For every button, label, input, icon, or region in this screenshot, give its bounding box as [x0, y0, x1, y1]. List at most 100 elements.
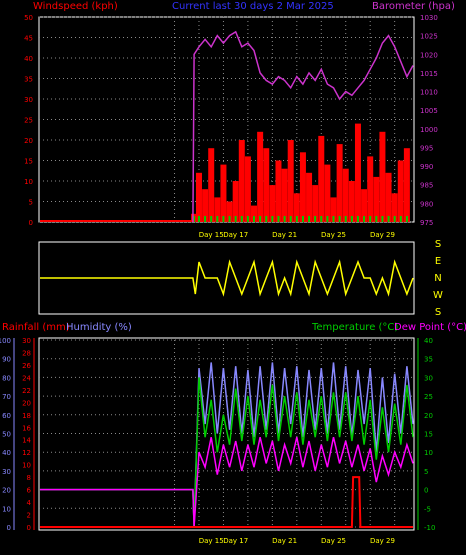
windspeed-avg-bar — [197, 216, 200, 222]
direction-label: E — [435, 256, 441, 267]
windspeed-bar — [287, 140, 294, 222]
rainfall-tick-label: 8 — [27, 474, 31, 482]
windspeed-bar — [354, 123, 361, 222]
windspeed-bar — [361, 189, 368, 222]
windspeed-tick-label: 10 — [24, 178, 33, 186]
temperature-tick-labels: -10 -5 0 5 10 15 20 25 30 35 40 — [424, 337, 435, 532]
rainfall-tick-label: 28 — [22, 349, 31, 357]
windspeed-avg-bar — [259, 216, 262, 222]
direction-series — [40, 259, 414, 297]
day-label: Day 25 — [321, 537, 346, 545]
windspeed-avg-bar — [405, 216, 408, 222]
barometer-tick-label: 995 — [420, 144, 433, 152]
windspeed-bar — [391, 193, 398, 222]
windspeed-bar — [232, 181, 239, 222]
temperature-tick-label: 35 — [424, 356, 433, 364]
windspeed-avg-bar — [344, 216, 347, 222]
windspeed-avg-bar — [314, 216, 317, 222]
windspeed-avg-bar — [350, 216, 353, 222]
barometer-tick-label: 1005 — [420, 107, 438, 115]
top-chart: Windspeed (kph) Current last 30 days 2 M… — [24, 1, 455, 239]
barometer-tick-label: 985 — [420, 182, 433, 190]
rainfall-tick-label: 4 — [27, 499, 32, 507]
windspeed-avg-bar — [277, 216, 280, 222]
temperature-tick-label: 25 — [424, 393, 433, 401]
windspeed-bar — [306, 172, 313, 222]
windspeed-bar — [397, 160, 404, 222]
windspeed-bar — [403, 148, 410, 222]
day-label: Day 21 — [272, 537, 297, 545]
windspeed-avg-bar — [216, 216, 219, 222]
barometer-tick-labels: 975 980 985 990 995 1000 1005 1010 1015 1020 1025 1… — [420, 14, 438, 227]
rainfall-tick-label: 2 — [27, 512, 31, 520]
windspeed-tick-label: 15 — [24, 158, 33, 166]
windspeed-tick-label: 25 — [24, 117, 33, 125]
humidity-tick-label: 40 — [2, 449, 11, 457]
windspeed-tick-label: 35 — [24, 76, 33, 84]
day-label: Day 21 — [272, 231, 297, 239]
windspeed-tick-label: 50 — [24, 14, 33, 22]
windspeed-bar — [385, 172, 392, 222]
day-label: Day 15 — [199, 231, 224, 239]
windspeed-avg-bar — [271, 216, 274, 222]
day-label: Day 15 — [199, 537, 224, 545]
rainfall-tick-label: 26 — [22, 362, 31, 370]
windspeed-avg-bar — [253, 216, 256, 222]
day-label: Day 25 — [321, 231, 346, 239]
windspeed-avg-bar — [289, 216, 292, 222]
windspeed-bar — [226, 201, 233, 222]
humidity-tick-label: 30 — [2, 468, 11, 476]
windspeed-avg-bar — [369, 216, 372, 222]
bottom-series — [40, 362, 414, 528]
windspeed-tick-label: 20 — [24, 137, 33, 145]
humidity-tick-labels: 0 10 20 30 40 50 60 70 80 90 100 — [0, 337, 11, 532]
windspeed-avg-bar — [381, 216, 384, 222]
barometer-tick-label: 1010 — [420, 89, 438, 97]
windspeed-avg-bar — [193, 216, 196, 222]
windspeed-avg-bar — [356, 216, 359, 222]
windspeed-bar — [293, 193, 300, 222]
windspeed-bar — [379, 131, 386, 222]
humidity-tick-label: 100 — [0, 337, 11, 345]
windspeed-avg-bar — [320, 216, 323, 222]
windspeed-avg-bar — [240, 216, 243, 222]
humidity-tick-label: 10 — [2, 505, 11, 513]
windspeed-bar — [373, 176, 380, 222]
windspeed-bar — [299, 152, 306, 222]
direction-line — [40, 259, 414, 297]
direction-label: S — [435, 307, 441, 318]
rainfall-tick-label: 14 — [22, 437, 31, 445]
rainfall-tick-label: 18 — [22, 412, 31, 420]
windspeed-avg-bar — [246, 216, 249, 222]
barometer-axis-label: Barometer (hpa) — [372, 1, 455, 12]
rainfall-tick-label: 16 — [22, 424, 31, 432]
windspeed-avg-bar — [375, 216, 378, 222]
windspeed-bar — [336, 144, 343, 222]
temperature-tick-label: 30 — [424, 374, 433, 382]
temperature-tick-label: 5 — [424, 468, 428, 476]
bottom-chart-grid — [39, 339, 414, 528]
humidity-axis-label: Humidity (%) — [66, 322, 132, 333]
rainfall-tick-label: 12 — [22, 449, 31, 457]
barometer-tick-label: 975 — [420, 219, 433, 227]
humidity-tick-label: 70 — [2, 393, 11, 401]
windspeed-tick-label: 45 — [24, 35, 33, 43]
windspeed-series — [40, 123, 410, 222]
temperature-tick-label: 20 — [424, 412, 433, 420]
barometer-tick-label: 1030 — [420, 14, 438, 22]
windspeed-avg-bar — [210, 216, 213, 222]
windspeed-avg-bar — [234, 216, 237, 222]
rainfall-tick-label: 24 — [22, 374, 31, 382]
bottom-chart: Rainfall (mm) Humidity (%) Temperature (… — [0, 322, 466, 545]
windspeed-avg-bar — [295, 216, 298, 222]
temperature-tick-label: 40 — [424, 337, 433, 345]
direction-label: N — [434, 273, 441, 284]
windspeed-avg-bar — [387, 216, 390, 222]
windspeed-bar — [318, 135, 325, 222]
temperature-tick-label: -5 — [424, 505, 431, 513]
